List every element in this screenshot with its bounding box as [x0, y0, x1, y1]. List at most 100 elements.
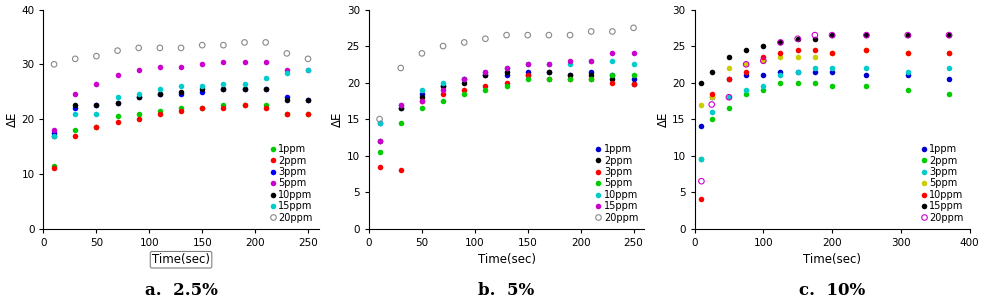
2ppm — [152, 111, 167, 116]
10ppm — [414, 88, 429, 92]
10ppm — [625, 62, 641, 67]
3ppm — [216, 87, 231, 92]
10ppm — [300, 98, 316, 102]
1ppm — [520, 69, 536, 74]
10ppm — [562, 62, 578, 67]
10ppm — [824, 51, 840, 56]
5ppm — [131, 67, 147, 72]
5ppm — [824, 51, 840, 56]
20ppm — [67, 56, 83, 61]
2ppm — [216, 106, 231, 111]
20ppm — [300, 56, 316, 61]
5ppm — [583, 76, 599, 81]
2ppm — [562, 73, 578, 78]
1ppm — [772, 69, 788, 74]
15ppm — [704, 69, 720, 74]
5ppm — [498, 84, 514, 89]
3ppm — [755, 84, 771, 89]
1ppm — [541, 69, 557, 74]
Y-axis label: ΔE: ΔE — [331, 111, 344, 127]
20ppm — [236, 40, 252, 45]
20ppm — [173, 46, 189, 50]
3ppm — [693, 157, 709, 162]
2ppm — [721, 106, 737, 111]
15ppm — [456, 76, 472, 81]
20ppm — [414, 51, 429, 56]
Legend: 1ppm, 2ppm, 3ppm, 5ppm, 10ppm, 15ppm, 20ppm: 1ppm, 2ppm, 3ppm, 5ppm, 10ppm, 15ppm, 20… — [268, 143, 314, 224]
10ppm — [46, 133, 62, 138]
10ppm — [194, 87, 210, 92]
10ppm — [721, 76, 737, 81]
20ppm — [435, 44, 451, 49]
3ppm — [807, 66, 822, 70]
10ppm — [859, 47, 875, 52]
3ppm — [435, 91, 451, 96]
1ppm — [371, 120, 387, 125]
15ppm — [693, 80, 709, 85]
Legend: 1ppm, 2ppm, 3ppm, 5ppm, 10ppm, 15ppm, 20ppm: 1ppm, 2ppm, 3ppm, 5ppm, 10ppm, 15ppm, 20… — [593, 143, 639, 224]
10ppm — [807, 47, 822, 52]
5ppm — [625, 73, 641, 78]
20ppm — [393, 66, 409, 70]
20ppm — [900, 33, 916, 37]
2ppm — [738, 91, 754, 96]
1ppm — [152, 108, 167, 113]
15ppm — [393, 102, 409, 107]
5ppm — [738, 62, 754, 67]
5ppm — [371, 149, 387, 154]
1ppm — [89, 125, 104, 130]
10ppm — [755, 55, 771, 59]
15ppm — [807, 36, 822, 41]
2ppm — [279, 111, 295, 116]
15ppm — [859, 33, 875, 37]
15ppm — [258, 76, 274, 80]
3ppm — [605, 80, 621, 85]
X-axis label: Time(sec): Time(sec) — [152, 253, 210, 266]
15ppm — [371, 139, 387, 143]
10ppm — [435, 80, 451, 85]
20ppm — [605, 29, 621, 34]
3ppm — [109, 100, 125, 105]
3ppm — [790, 69, 806, 74]
5ppm — [414, 106, 429, 111]
Legend: 1ppm, 2ppm, 3ppm, 5ppm, 10ppm, 15ppm, 20ppm: 1ppm, 2ppm, 3ppm, 5ppm, 10ppm, 15ppm, 20… — [919, 143, 964, 224]
15ppm — [109, 95, 125, 100]
20ppm — [755, 58, 771, 63]
15ppm — [498, 66, 514, 70]
2ppm — [300, 111, 316, 116]
20ppm — [258, 40, 274, 45]
3ppm — [456, 88, 472, 92]
2ppm — [435, 84, 451, 89]
20ppm — [859, 33, 875, 37]
10ppm — [258, 87, 274, 92]
5ppm — [900, 51, 916, 56]
20ppm — [520, 33, 536, 37]
5ppm — [456, 91, 472, 96]
1ppm — [807, 69, 822, 74]
5ppm — [258, 59, 274, 64]
2ppm — [456, 80, 472, 85]
5ppm — [605, 73, 621, 78]
10ppm — [704, 91, 720, 96]
3ppm — [236, 87, 252, 92]
2ppm — [790, 80, 806, 85]
20ppm — [371, 117, 387, 121]
10ppm — [520, 62, 536, 67]
2ppm — [605, 76, 621, 81]
10ppm — [89, 103, 104, 108]
15ppm — [605, 51, 621, 56]
15ppm — [900, 33, 916, 37]
1ppm — [900, 73, 916, 78]
15ppm — [89, 111, 104, 116]
2ppm — [89, 125, 104, 130]
5ppm — [173, 65, 189, 69]
1ppm — [456, 76, 472, 81]
10ppm — [941, 51, 956, 56]
20ppm — [216, 43, 231, 48]
3ppm — [738, 88, 754, 92]
2ppm — [414, 95, 429, 100]
3ppm — [258, 87, 274, 92]
20ppm — [625, 25, 641, 30]
1ppm — [46, 163, 62, 168]
3ppm — [173, 92, 189, 97]
